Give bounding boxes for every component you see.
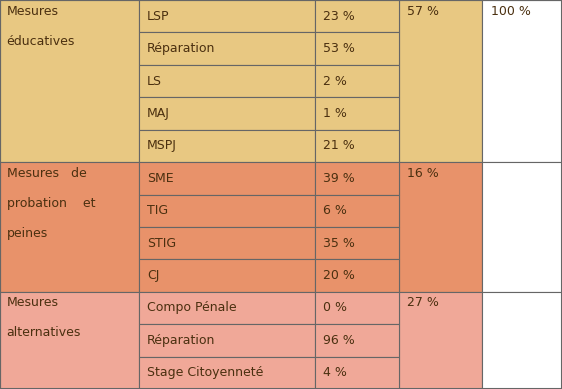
FancyBboxPatch shape [315,0,399,32]
FancyBboxPatch shape [139,32,315,65]
FancyBboxPatch shape [315,130,399,162]
Text: 6 %: 6 % [323,204,347,217]
Text: LS: LS [147,75,162,88]
FancyBboxPatch shape [139,0,315,32]
Text: Mesures

éducatives: Mesures éducatives [7,5,75,48]
FancyBboxPatch shape [315,227,399,259]
Text: 0 %: 0 % [323,301,347,314]
Text: Réparation: Réparation [147,334,216,347]
Text: 16 %: 16 % [407,167,439,180]
FancyBboxPatch shape [139,162,315,194]
Text: CJ: CJ [147,269,160,282]
Text: MAJ: MAJ [147,107,170,120]
Text: Réparation: Réparation [147,42,216,55]
FancyBboxPatch shape [315,32,399,65]
FancyBboxPatch shape [482,162,562,292]
Text: 27 %: 27 % [407,296,439,309]
FancyBboxPatch shape [399,162,482,292]
FancyBboxPatch shape [482,292,562,389]
Text: 2 %: 2 % [323,75,347,88]
FancyBboxPatch shape [315,162,399,194]
Text: TIG: TIG [147,204,169,217]
FancyBboxPatch shape [315,324,399,357]
Text: 53 %: 53 % [323,42,355,55]
FancyBboxPatch shape [315,292,399,324]
Text: MSPJ: MSPJ [147,139,177,152]
FancyBboxPatch shape [399,0,482,162]
Text: 4 %: 4 % [323,366,347,379]
FancyBboxPatch shape [139,292,315,324]
FancyBboxPatch shape [139,324,315,357]
FancyBboxPatch shape [139,357,315,389]
Text: Stage Citoyenneté: Stage Citoyenneté [147,366,264,379]
FancyBboxPatch shape [0,162,139,292]
Text: Mesures

alternatives: Mesures alternatives [7,296,81,340]
FancyBboxPatch shape [139,259,315,292]
FancyBboxPatch shape [139,130,315,162]
FancyBboxPatch shape [315,357,399,389]
FancyBboxPatch shape [482,0,562,162]
FancyBboxPatch shape [0,0,139,162]
Text: 39 %: 39 % [323,172,355,185]
FancyBboxPatch shape [139,194,315,227]
Text: 21 %: 21 % [323,139,355,152]
FancyBboxPatch shape [139,227,315,259]
FancyBboxPatch shape [139,97,315,130]
FancyBboxPatch shape [0,292,139,389]
Text: 100 %: 100 % [491,5,531,18]
Text: Mesures   de

probation    et

peines: Mesures de probation et peines [7,167,95,240]
Text: 23 %: 23 % [323,10,355,23]
Text: 96 %: 96 % [323,334,355,347]
Text: 20 %: 20 % [323,269,355,282]
FancyBboxPatch shape [399,292,482,389]
Text: 1 %: 1 % [323,107,347,120]
Text: SME: SME [147,172,174,185]
FancyBboxPatch shape [139,65,315,97]
FancyBboxPatch shape [315,259,399,292]
FancyBboxPatch shape [315,194,399,227]
Text: 57 %: 57 % [407,5,439,18]
FancyBboxPatch shape [315,65,399,97]
Text: LSP: LSP [147,10,170,23]
Text: 35 %: 35 % [323,237,355,250]
Text: STIG: STIG [147,237,176,250]
FancyBboxPatch shape [315,97,399,130]
Text: Compo Pénale: Compo Pénale [147,301,237,314]
